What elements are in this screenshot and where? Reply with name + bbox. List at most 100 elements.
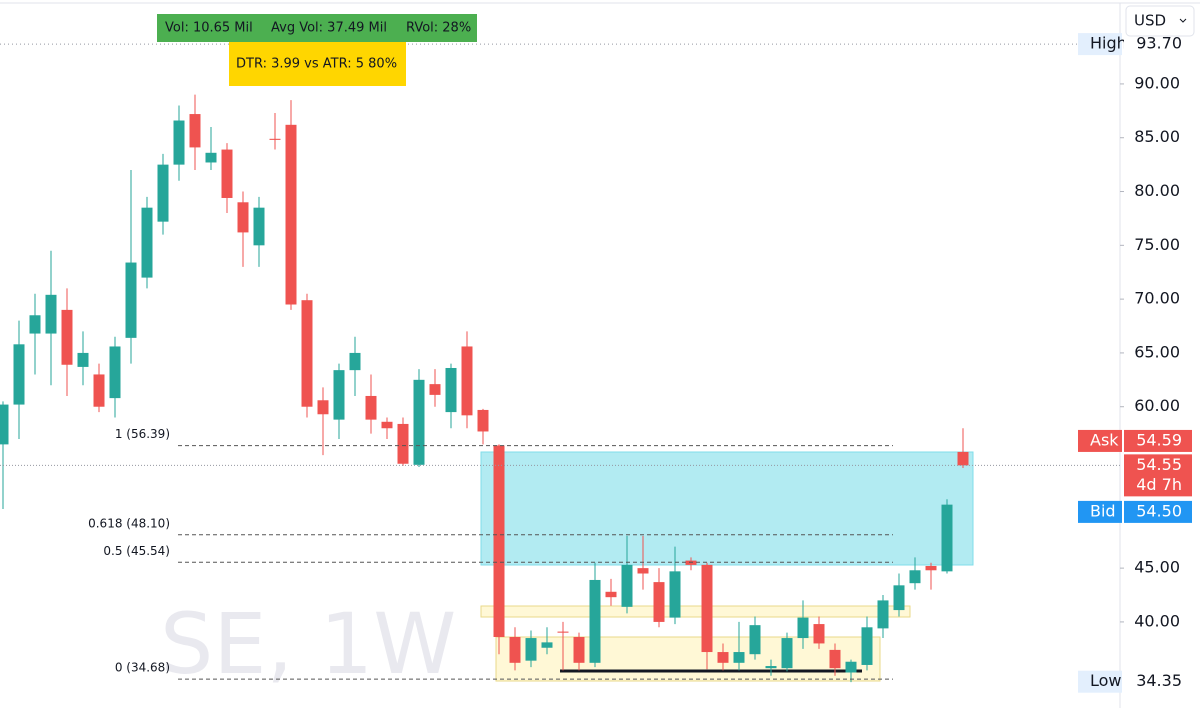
bid-value: 54.50: [1136, 501, 1182, 520]
candle-body: [957, 451, 969, 466]
fib-label: 0 (34.68): [115, 661, 170, 675]
y-tick-label: 70.00: [1134, 289, 1180, 308]
stats-box: [157, 14, 477, 42]
candle-body: [189, 114, 201, 148]
fib-label: 0.5 (45.54): [103, 544, 170, 558]
candle-body: [845, 661, 857, 673]
candle-body: [477, 409, 489, 432]
candle-body: [637, 568, 649, 574]
candle-body: [221, 149, 233, 198]
candle-body: [909, 570, 921, 584]
ask-name: Ask: [1090, 430, 1119, 449]
candle-body: [317, 400, 329, 415]
candle-body: [285, 124, 297, 305]
low-name: Low: [1090, 671, 1122, 690]
candle-body: [61, 309, 73, 365]
candle-body: [525, 638, 537, 661]
y-tick-label: 60.00: [1134, 396, 1180, 415]
candle-body: [925, 565, 937, 571]
fib-levels: 1 (56.39) 0.618 (48.10) 0.5 (45.54) 0 (34.6…: [88, 427, 893, 680]
high-value-box: [1124, 33, 1192, 56]
candle-body: [413, 379, 425, 465]
zone-box: [480, 451, 974, 566]
price-badges: High 93.70 Ask 54.59 Bid 54.50 Low 34.35 54.554d…: [0, 33, 1192, 693]
candle-body: [781, 638, 793, 669]
candle-body: [445, 367, 457, 413]
fib-label: 1 (56.39): [115, 427, 170, 441]
candle-body: [0, 404, 9, 445]
y-tick-label: 80.00: [1134, 181, 1180, 200]
low-name-box: [1078, 670, 1122, 693]
stat-rvol: RVol: 28%: [406, 21, 471, 36]
high-name: High: [1090, 34, 1127, 53]
y-tick-label: 40.00: [1134, 611, 1180, 630]
bid-name: Bid: [1090, 501, 1116, 520]
ask-name-box: [1078, 429, 1122, 452]
candle-body: [173, 120, 185, 165]
price-axis: 90.00 85.00 80.00 75.00 70.00 65.00 60.00 45.00…: [1120, 73, 1180, 630]
candles: [0, 94, 969, 683]
candle-body: [749, 625, 761, 655]
candle-body: [893, 585, 905, 611]
stat-avg-volume: Avg Vol: 37.49 Mil: [271, 21, 387, 36]
y-tick-label: 45.00: [1134, 558, 1180, 577]
candle-body: [157, 164, 169, 222]
candle-body: [813, 624, 825, 644]
candle-body: [861, 627, 873, 665]
candle-body: [573, 636, 585, 663]
candle-body: [349, 352, 361, 371]
ask-value-box: [1124, 429, 1192, 452]
fib-label: 0.618 (48.10): [88, 516, 170, 530]
zone-box: [495, 636, 881, 682]
drawings: [480, 451, 974, 682]
candle-body: [125, 262, 137, 338]
candle-body: [653, 582, 665, 622]
candle-body: [333, 370, 345, 420]
ask-value: 54.59: [1136, 430, 1182, 449]
stat-range: DTR: 3.99 vs ATR: 5 80%: [236, 57, 397, 72]
candle-body: [237, 202, 249, 233]
candle-body: [93, 374, 105, 407]
y-tick-label: 85.00: [1134, 127, 1180, 146]
candle-body: [605, 591, 617, 598]
y-tick-label: 75.00: [1134, 235, 1180, 254]
currency[interactable]: USD: [1134, 12, 1166, 30]
candle-body: [589, 579, 601, 663]
zone-box: [480, 605, 911, 618]
low-value-box: [1124, 670, 1192, 693]
candle-body: [461, 346, 473, 416]
candle-body: [541, 642, 553, 648]
candle-body: [669, 571, 681, 618]
bid-name-box: [1078, 500, 1122, 523]
candle-body: [429, 384, 441, 395]
candle-body: [109, 346, 121, 399]
candle-body: [381, 421, 393, 429]
y-tick-label: 90.00: [1134, 73, 1180, 92]
candle-body: [765, 666, 777, 669]
candle-body: [509, 636, 521, 663]
low-value: 34.35: [1136, 671, 1182, 690]
high-name-box: [1078, 33, 1122, 56]
candle-body: [733, 652, 745, 663]
dropdown-arrow: [1179, 18, 1187, 23]
y-tick-label: 65.00: [1134, 342, 1180, 361]
candle-body: [829, 649, 841, 669]
countdown: 4d 7h: [1136, 475, 1182, 494]
bid-value-box: [1124, 500, 1192, 523]
candle-body: [397, 423, 409, 464]
candle-body: [877, 600, 889, 629]
candle-body: [253, 207, 265, 246]
candle-body: [941, 504, 953, 572]
candle-body: [301, 300, 313, 407]
stat-volume: Vol: 10.65 Mil: [165, 21, 253, 36]
last-price: 54.55: [1136, 455, 1182, 474]
candle-body: [797, 617, 809, 639]
last-price-box: [1124, 454, 1192, 497]
candle-body: [141, 207, 153, 278]
range-box: [229, 42, 406, 86]
watermark: SE, 1W: [160, 595, 456, 693]
candle-body: [365, 395, 377, 420]
currency-dropdown[interactable]: [1125, 5, 1195, 37]
candle-body: [205, 152, 217, 163]
